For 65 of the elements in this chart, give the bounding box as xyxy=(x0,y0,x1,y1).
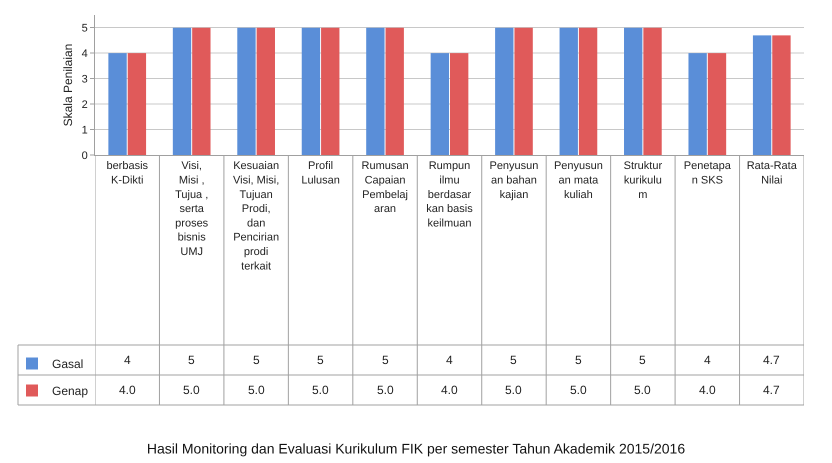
x-tick-label: Penetapa n SKS xyxy=(684,160,732,186)
data-label: 5.0 xyxy=(570,383,588,397)
data-label: 4.0 xyxy=(441,383,458,397)
bar xyxy=(495,28,514,155)
x-tick-label: Rumusan Capaian Pembelaj aran xyxy=(362,160,409,216)
legend-label: Gasal xyxy=(52,357,84,372)
data-label: 5.0 xyxy=(634,383,652,397)
bar xyxy=(192,28,211,155)
data-label: 5 xyxy=(382,353,389,367)
y-tick-label: 1 xyxy=(82,124,88,136)
x-tick-label: berbasis K-Dikti xyxy=(106,160,149,186)
y-tick-label: 0 xyxy=(82,150,88,162)
bar xyxy=(643,28,662,155)
x-tick-label: Struktur kurikulu m xyxy=(624,160,662,201)
bar xyxy=(128,53,146,155)
data-label: 4 xyxy=(446,353,453,367)
bar xyxy=(430,53,450,155)
data-label: 5 xyxy=(317,353,324,367)
bar xyxy=(514,28,533,155)
x-tick-label: Rata-Rata Nilai xyxy=(746,160,798,186)
bar xyxy=(237,28,256,155)
x-tick-label: Rumpun ilmu berdasar kan basis keilmuan xyxy=(426,160,474,230)
bar xyxy=(578,28,598,155)
x-tick-label: Penyusun an mata kuliah xyxy=(554,160,603,201)
text: Hasil Monitoring dan Evaluasi Kurikulum FIK per semester Tahun Akademik 2015/2016 xyxy=(146,440,686,457)
data-label: 4.0 xyxy=(699,383,716,397)
bar xyxy=(624,28,642,155)
data-label: 5 xyxy=(575,353,582,367)
y-tick-label: 2 xyxy=(82,98,88,111)
bar xyxy=(108,53,127,155)
data-label: 4 xyxy=(124,353,131,367)
bar xyxy=(688,53,707,155)
data-label: 4.7 xyxy=(763,353,780,367)
bar xyxy=(752,35,772,155)
data-label: 4.0 xyxy=(119,383,136,397)
bar xyxy=(708,53,726,155)
x-tick-label: Penyusun an bahan kajian xyxy=(489,160,538,201)
bar xyxy=(321,28,340,155)
y-axis-title: Skala Penilaian xyxy=(60,44,75,126)
bar xyxy=(302,28,320,155)
bar xyxy=(172,28,192,155)
data-label: 5 xyxy=(188,353,195,367)
legend-label: Genap xyxy=(52,384,88,398)
data-label: 5.0 xyxy=(505,383,522,397)
y-tick-label: 5 xyxy=(82,22,88,35)
bar xyxy=(366,28,385,155)
data-label: 5.0 xyxy=(183,383,200,397)
data-label: 5 xyxy=(253,353,260,367)
data-label: 5.0 xyxy=(312,383,330,397)
data-label: 4.7 xyxy=(763,383,780,397)
bar xyxy=(560,28,578,155)
bar xyxy=(256,28,275,155)
data-label: 5.0 xyxy=(248,383,266,397)
x-tick-label: Visi, Misi , Tujua , serta proses bisnis UMJ xyxy=(175,160,209,258)
data-label: 4 xyxy=(704,353,711,367)
y-tick-label: 4 xyxy=(82,48,88,60)
data-label: 5 xyxy=(510,353,517,367)
x-tick-label: Kesuaian Visi, Misi, Tujuan Prodi, dan Pencirian prodi terkait xyxy=(233,160,280,272)
bar xyxy=(386,28,404,155)
x-tick-label: Profil Lulusan xyxy=(301,160,340,186)
y-tick-label: 3 xyxy=(82,73,88,86)
data-label: 5 xyxy=(639,353,646,367)
data-label: 5.0 xyxy=(377,383,394,397)
bar xyxy=(772,35,791,155)
bar xyxy=(450,53,468,155)
